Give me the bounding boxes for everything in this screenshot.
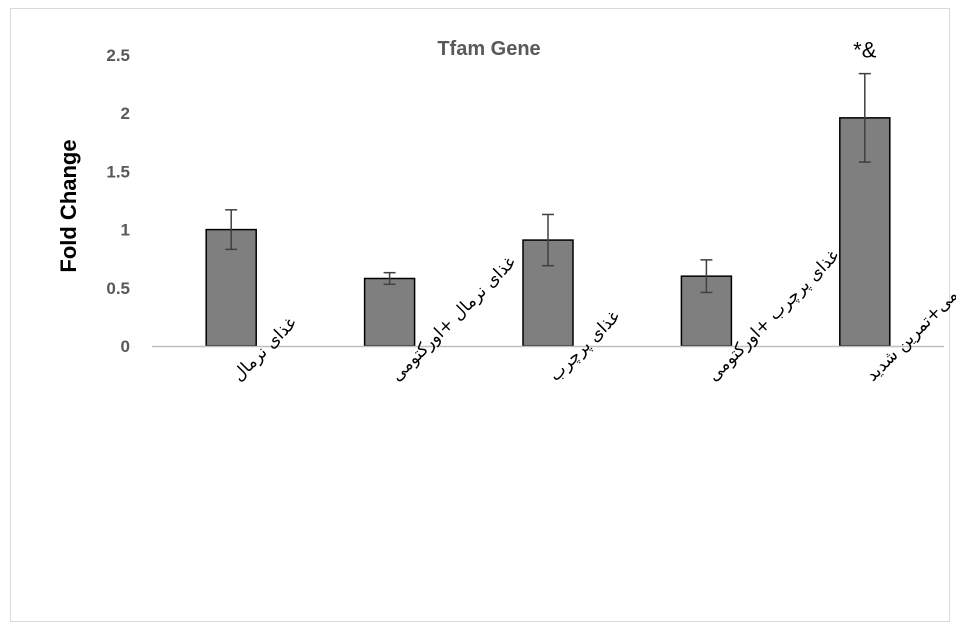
annotations: *& [853,38,877,63]
y-tick-label: 0 [121,337,130,356]
error-bar [700,259,713,294]
y-tick-label: 2 [121,104,130,123]
error-bars [225,72,871,294]
error-bar [858,72,871,163]
y-axis-label: Fold Change [56,139,81,272]
y-axis-ticks: 0 0.5 1 1.5 2 2.5 [106,46,130,356]
chart-frame [10,8,950,622]
y-tick-label: 0.5 [106,279,130,298]
chart-title: Tfam Gene [437,38,540,60]
error-bar [383,271,396,286]
y-tick-label: 1.5 [106,162,130,181]
error-bar [225,209,238,251]
y-tick-label: 2.5 [106,46,130,65]
y-tick-label: 1 [121,221,130,240]
error-bar [542,213,554,267]
bar [363,277,416,347]
significance-annotation: *& [853,38,877,63]
